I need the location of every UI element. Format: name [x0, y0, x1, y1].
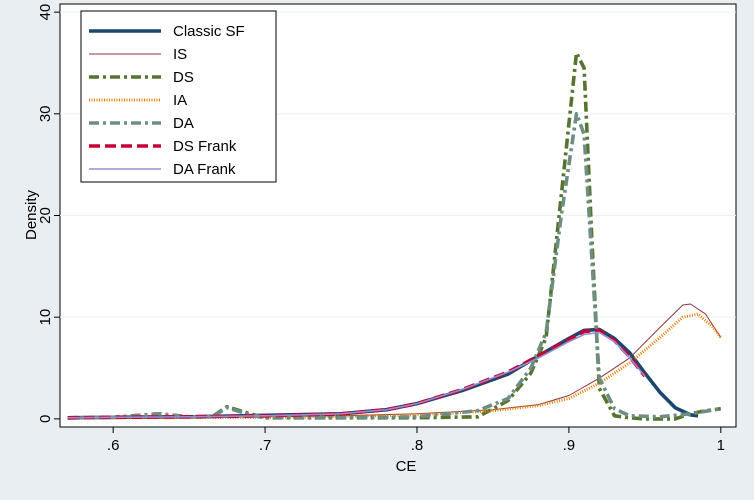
y-axis-label: Density	[23, 189, 40, 240]
series-line-da-frank	[67, 331, 646, 419]
x-tick-label: .8	[411, 437, 424, 454]
x-tick-label: .9	[563, 437, 576, 454]
y-tick-label: 10	[37, 309, 54, 326]
legend-label-da: DA	[173, 115, 194, 132]
legend-label-ia: IA	[173, 92, 187, 109]
legend-label-ds: DS	[173, 69, 194, 86]
legend: Classic SF IS DS IA DA DS Frank DA Frank	[80, 10, 277, 183]
legend-label-classic-sf: Classic SF	[173, 23, 245, 40]
legend-label-ds-frank: DS Frank	[173, 138, 237, 155]
x-tick-label: 1	[717, 437, 725, 454]
legend-label-is: IS	[173, 46, 187, 63]
y-tick-label: 0	[37, 415, 54, 423]
y-tick-label: 40	[37, 4, 54, 21]
y-tick-label: 30	[37, 105, 54, 122]
series-group	[67, 51, 722, 421]
x-axis-label: CE	[396, 458, 417, 475]
legend-box	[80, 10, 277, 183]
y-tick-label: 20	[37, 207, 54, 224]
legend-label-da-frank: DA Frank	[173, 161, 236, 178]
x-tick-label: .6	[107, 437, 120, 454]
axes: 0 10 20 30 40 .6 .7 .8 .9 1	[37, 4, 725, 454]
x-tick-label: .7	[259, 437, 272, 454]
